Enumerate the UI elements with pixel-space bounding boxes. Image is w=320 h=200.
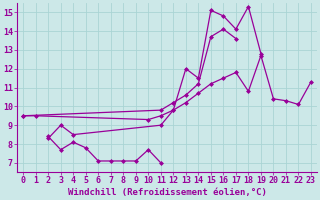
X-axis label: Windchill (Refroidissement éolien,°C): Windchill (Refroidissement éolien,°C) xyxy=(68,188,267,197)
